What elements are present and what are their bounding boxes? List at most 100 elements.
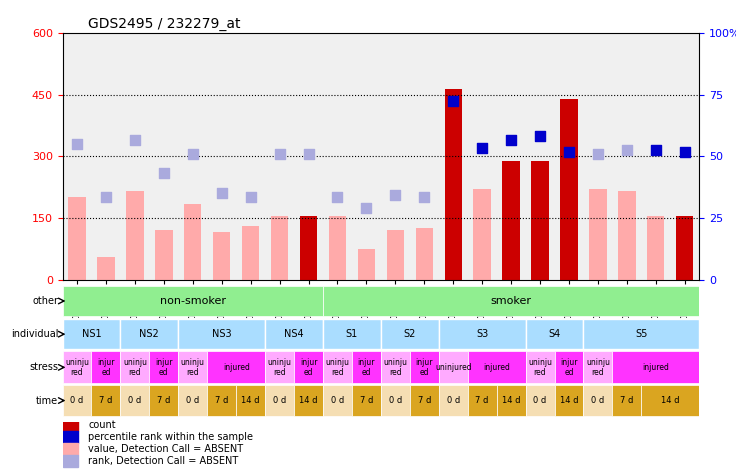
Text: 0 d: 0 d (186, 396, 199, 405)
Bar (63, 286, 323, 316)
Bar (526, 351, 554, 383)
Text: uninjured: uninjured (435, 363, 472, 372)
Point (679, 148, 690, 156)
Text: non-smoker: non-smoker (160, 296, 226, 306)
Point (187, 151, 199, 158)
Text: count: count (88, 420, 116, 430)
Point (418, 194, 430, 201)
Text: uninju
red: uninju red (325, 358, 350, 377)
Point (245, 194, 257, 201)
Bar (323, 286, 699, 316)
Text: injur
ed: injur ed (358, 358, 375, 377)
Point (650, 146, 662, 154)
Bar (294, 351, 323, 383)
Bar (121, 384, 149, 417)
Text: 7 d: 7 d (360, 396, 373, 405)
Text: 14 d: 14 d (560, 396, 578, 405)
Bar (213, 232, 230, 280)
Bar (526, 384, 554, 417)
Bar (265, 319, 323, 349)
Bar (647, 216, 665, 280)
Point (389, 191, 401, 199)
Text: 7 d: 7 d (215, 396, 228, 405)
Text: 14 d: 14 d (300, 396, 318, 405)
Point (621, 146, 633, 154)
Point (563, 148, 575, 156)
Bar (184, 204, 202, 280)
Text: uninju
red: uninju red (268, 358, 291, 377)
Text: 7 d: 7 d (417, 396, 431, 405)
Bar (560, 99, 578, 280)
Text: 0 d: 0 d (447, 396, 460, 405)
Text: uninju
red: uninju red (181, 358, 205, 377)
Text: injured: injured (643, 363, 669, 372)
Text: S4: S4 (548, 329, 561, 339)
Bar (91, 384, 121, 417)
Bar (323, 384, 352, 417)
Text: NS2: NS2 (140, 329, 159, 339)
Bar (618, 191, 635, 280)
Text: 14 d: 14 d (502, 396, 520, 405)
Bar (271, 216, 289, 280)
Text: stress: stress (29, 362, 58, 373)
Bar (676, 216, 693, 280)
Text: uninju
red: uninju red (65, 358, 89, 377)
Bar (439, 319, 526, 349)
Bar (467, 351, 526, 383)
Text: 0 d: 0 d (591, 396, 604, 405)
Bar (323, 319, 381, 349)
Text: 0 d: 0 d (389, 396, 402, 405)
Text: 7 d: 7 d (475, 396, 489, 405)
Bar (97, 257, 115, 280)
Bar (149, 351, 178, 383)
Bar (121, 319, 178, 349)
Text: 7 d: 7 d (99, 396, 113, 405)
Text: 0 d: 0 d (128, 396, 141, 405)
Bar (265, 384, 294, 417)
Text: uninju
red: uninju red (528, 358, 552, 377)
Bar (497, 384, 526, 417)
Bar (68, 198, 85, 280)
Point (302, 151, 314, 158)
Point (476, 145, 488, 152)
Point (447, 97, 459, 105)
Text: GDS2495 / 232279_at: GDS2495 / 232279_at (88, 17, 241, 31)
Point (216, 190, 227, 197)
Text: NS3: NS3 (212, 329, 232, 339)
Text: individual: individual (11, 329, 58, 339)
Text: injur
ed: injur ed (560, 358, 578, 377)
Point (274, 151, 286, 158)
Text: time: time (36, 395, 58, 406)
Point (71, 140, 83, 148)
Bar (178, 351, 208, 383)
Text: 0 d: 0 d (273, 396, 286, 405)
Bar (445, 89, 462, 280)
Bar (381, 351, 410, 383)
Bar (584, 351, 612, 383)
Bar (208, 384, 236, 417)
Text: NS1: NS1 (82, 329, 102, 339)
Text: value, Detection Call = ABSENT: value, Detection Call = ABSENT (88, 444, 243, 454)
Text: 7 d: 7 d (158, 396, 171, 405)
Bar (178, 384, 208, 417)
Bar (473, 189, 491, 280)
Bar (91, 351, 121, 383)
Bar (612, 351, 699, 383)
Bar (526, 319, 584, 349)
Text: S2: S2 (403, 329, 416, 339)
Text: S1: S1 (346, 329, 358, 339)
Bar (467, 384, 497, 417)
Bar (641, 384, 699, 417)
Bar (63, 419, 79, 431)
Text: uninju
red: uninju red (586, 358, 610, 377)
Bar (584, 319, 699, 349)
Text: NS4: NS4 (284, 329, 304, 339)
Point (361, 204, 372, 211)
Bar (63, 443, 79, 455)
Text: 14 d: 14 d (661, 396, 679, 405)
Bar (236, 384, 265, 417)
Point (592, 151, 604, 158)
Point (100, 194, 112, 201)
Text: other: other (32, 296, 58, 306)
Bar (554, 384, 584, 417)
